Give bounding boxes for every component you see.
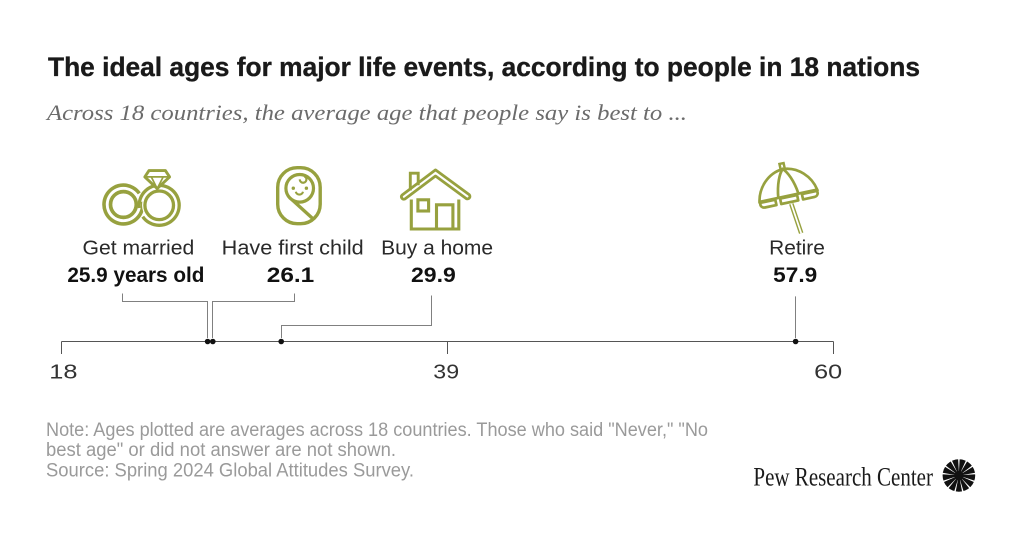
svg-text:Buy a home: Buy a home — [381, 238, 493, 260]
svg-text:The ideal ages for major life: The ideal ages for major life events, ac… — [48, 52, 920, 82]
svg-text:57.9: 57.9 — [773, 263, 817, 287]
svg-text:best age" or did not answer ar: best age" or did not answer are not show… — [46, 440, 396, 461]
svg-text:26.1: 26.1 — [267, 263, 315, 287]
svg-text:Note: Ages plotted are average: Note: Ages plotted are averages across 1… — [46, 420, 708, 441]
svg-text:Pew Research Center: Pew Research Center — [753, 462, 933, 491]
svg-text:Retire: Retire — [769, 238, 825, 260]
svg-text:Source: Spring 2024 Global Att: Source: Spring 2024 Global Attitudes Sur… — [46, 460, 414, 481]
svg-text:Get married: Get married — [83, 238, 195, 260]
svg-text:Have first child: Have first child — [222, 238, 364, 260]
svg-text:29.9: 29.9 — [411, 263, 456, 287]
svg-text:60: 60 — [814, 362, 842, 384]
svg-text:Across 18 countries, the avera: Across 18 countries, the average age tha… — [45, 100, 687, 125]
svg-text:25.9 years old: 25.9 years old — [67, 263, 204, 287]
svg-text:39: 39 — [433, 362, 459, 384]
svg-text:18: 18 — [49, 362, 77, 384]
